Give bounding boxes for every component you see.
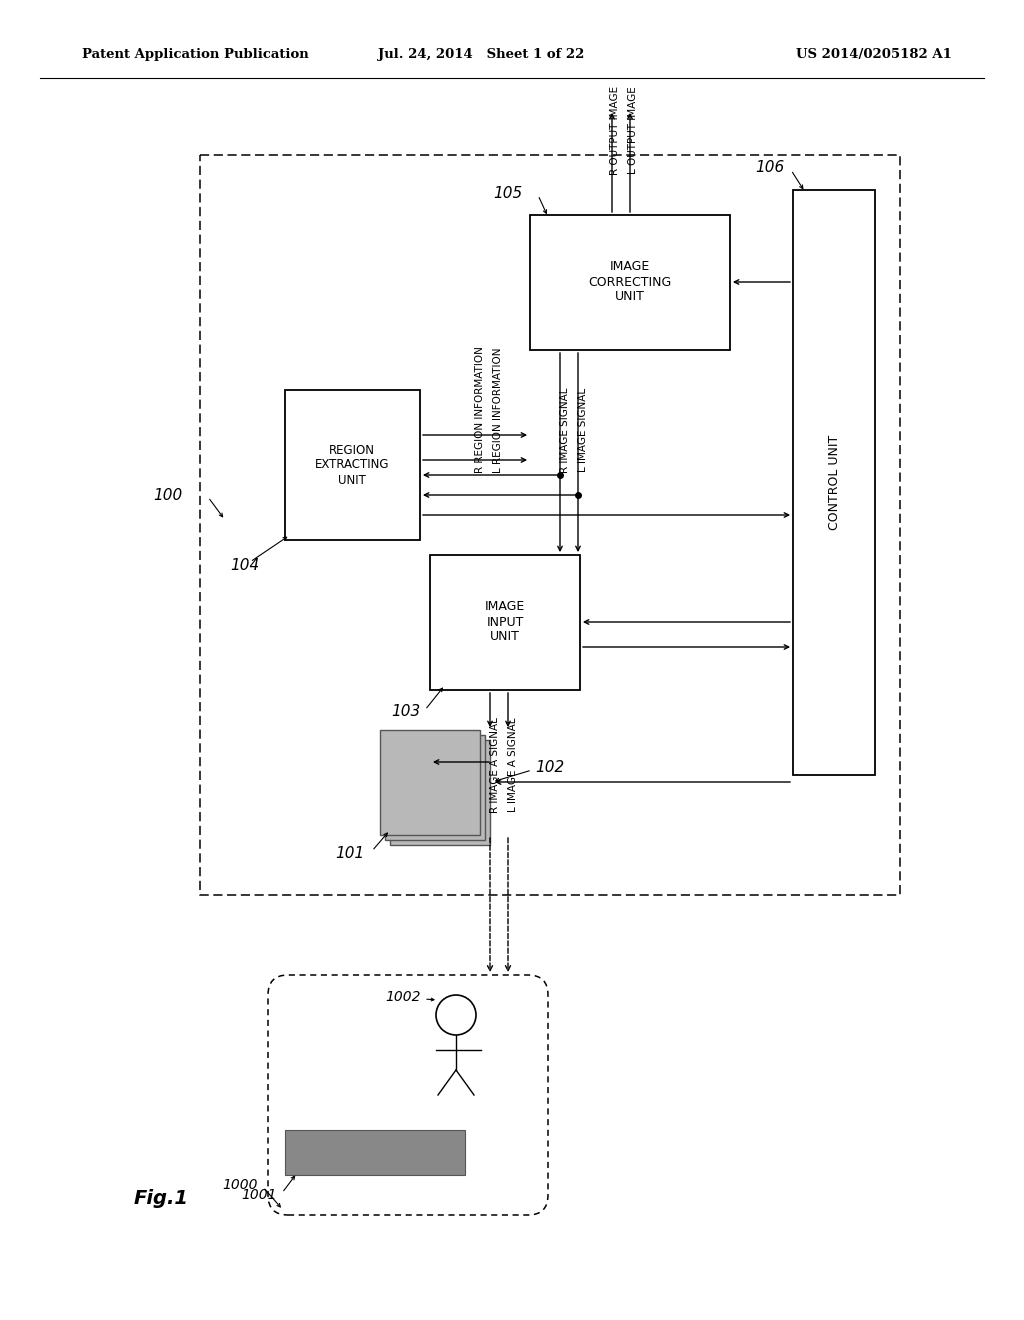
Polygon shape	[285, 389, 420, 540]
Text: R OUTPUT IMAGE: R OUTPUT IMAGE	[610, 86, 620, 174]
Polygon shape	[793, 190, 874, 775]
Text: 104: 104	[230, 557, 259, 573]
Text: L IMAGE A SIGNAL: L IMAGE A SIGNAL	[508, 718, 518, 812]
Polygon shape	[390, 741, 490, 845]
Text: 100: 100	[153, 487, 182, 503]
Text: Fig.1: Fig.1	[133, 1189, 188, 1208]
Text: 105: 105	[493, 186, 522, 201]
Text: L REGION INFORMATION: L REGION INFORMATION	[493, 347, 503, 473]
Text: 1000: 1000	[222, 1177, 258, 1192]
Text: 1002: 1002	[385, 990, 421, 1005]
Polygon shape	[380, 730, 480, 836]
Text: Patent Application Publication: Patent Application Publication	[82, 48, 308, 61]
Text: US 2014/0205182 A1: US 2014/0205182 A1	[797, 48, 952, 61]
Text: IMAGE
INPUT
UNIT: IMAGE INPUT UNIT	[485, 601, 525, 644]
Text: 101: 101	[336, 846, 365, 861]
Text: 106: 106	[756, 161, 785, 176]
Text: REGION
EXTRACTING
UNIT: REGION EXTRACTING UNIT	[314, 444, 389, 487]
Polygon shape	[285, 1130, 465, 1175]
Polygon shape	[430, 554, 580, 690]
Text: L OUTPUT IMAGE: L OUTPUT IMAGE	[628, 86, 638, 174]
Polygon shape	[530, 215, 730, 350]
Text: Jul. 24, 2014   Sheet 1 of 22: Jul. 24, 2014 Sheet 1 of 22	[378, 48, 585, 61]
Polygon shape	[385, 735, 485, 840]
Text: 102: 102	[535, 759, 564, 775]
Text: L IMAGE SIGNAL: L IMAGE SIGNAL	[578, 388, 588, 473]
Text: IMAGE
CORRECTING
UNIT: IMAGE CORRECTING UNIT	[589, 260, 672, 304]
Text: CONTROL UNIT: CONTROL UNIT	[827, 434, 841, 529]
Text: R IMAGE A SIGNAL: R IMAGE A SIGNAL	[490, 717, 500, 813]
Text: R IMAGE SIGNAL: R IMAGE SIGNAL	[560, 387, 570, 473]
Text: 1001: 1001	[242, 1188, 278, 1203]
Text: 103: 103	[391, 705, 420, 719]
Text: R REGION INFORMATION: R REGION INFORMATION	[475, 347, 485, 474]
